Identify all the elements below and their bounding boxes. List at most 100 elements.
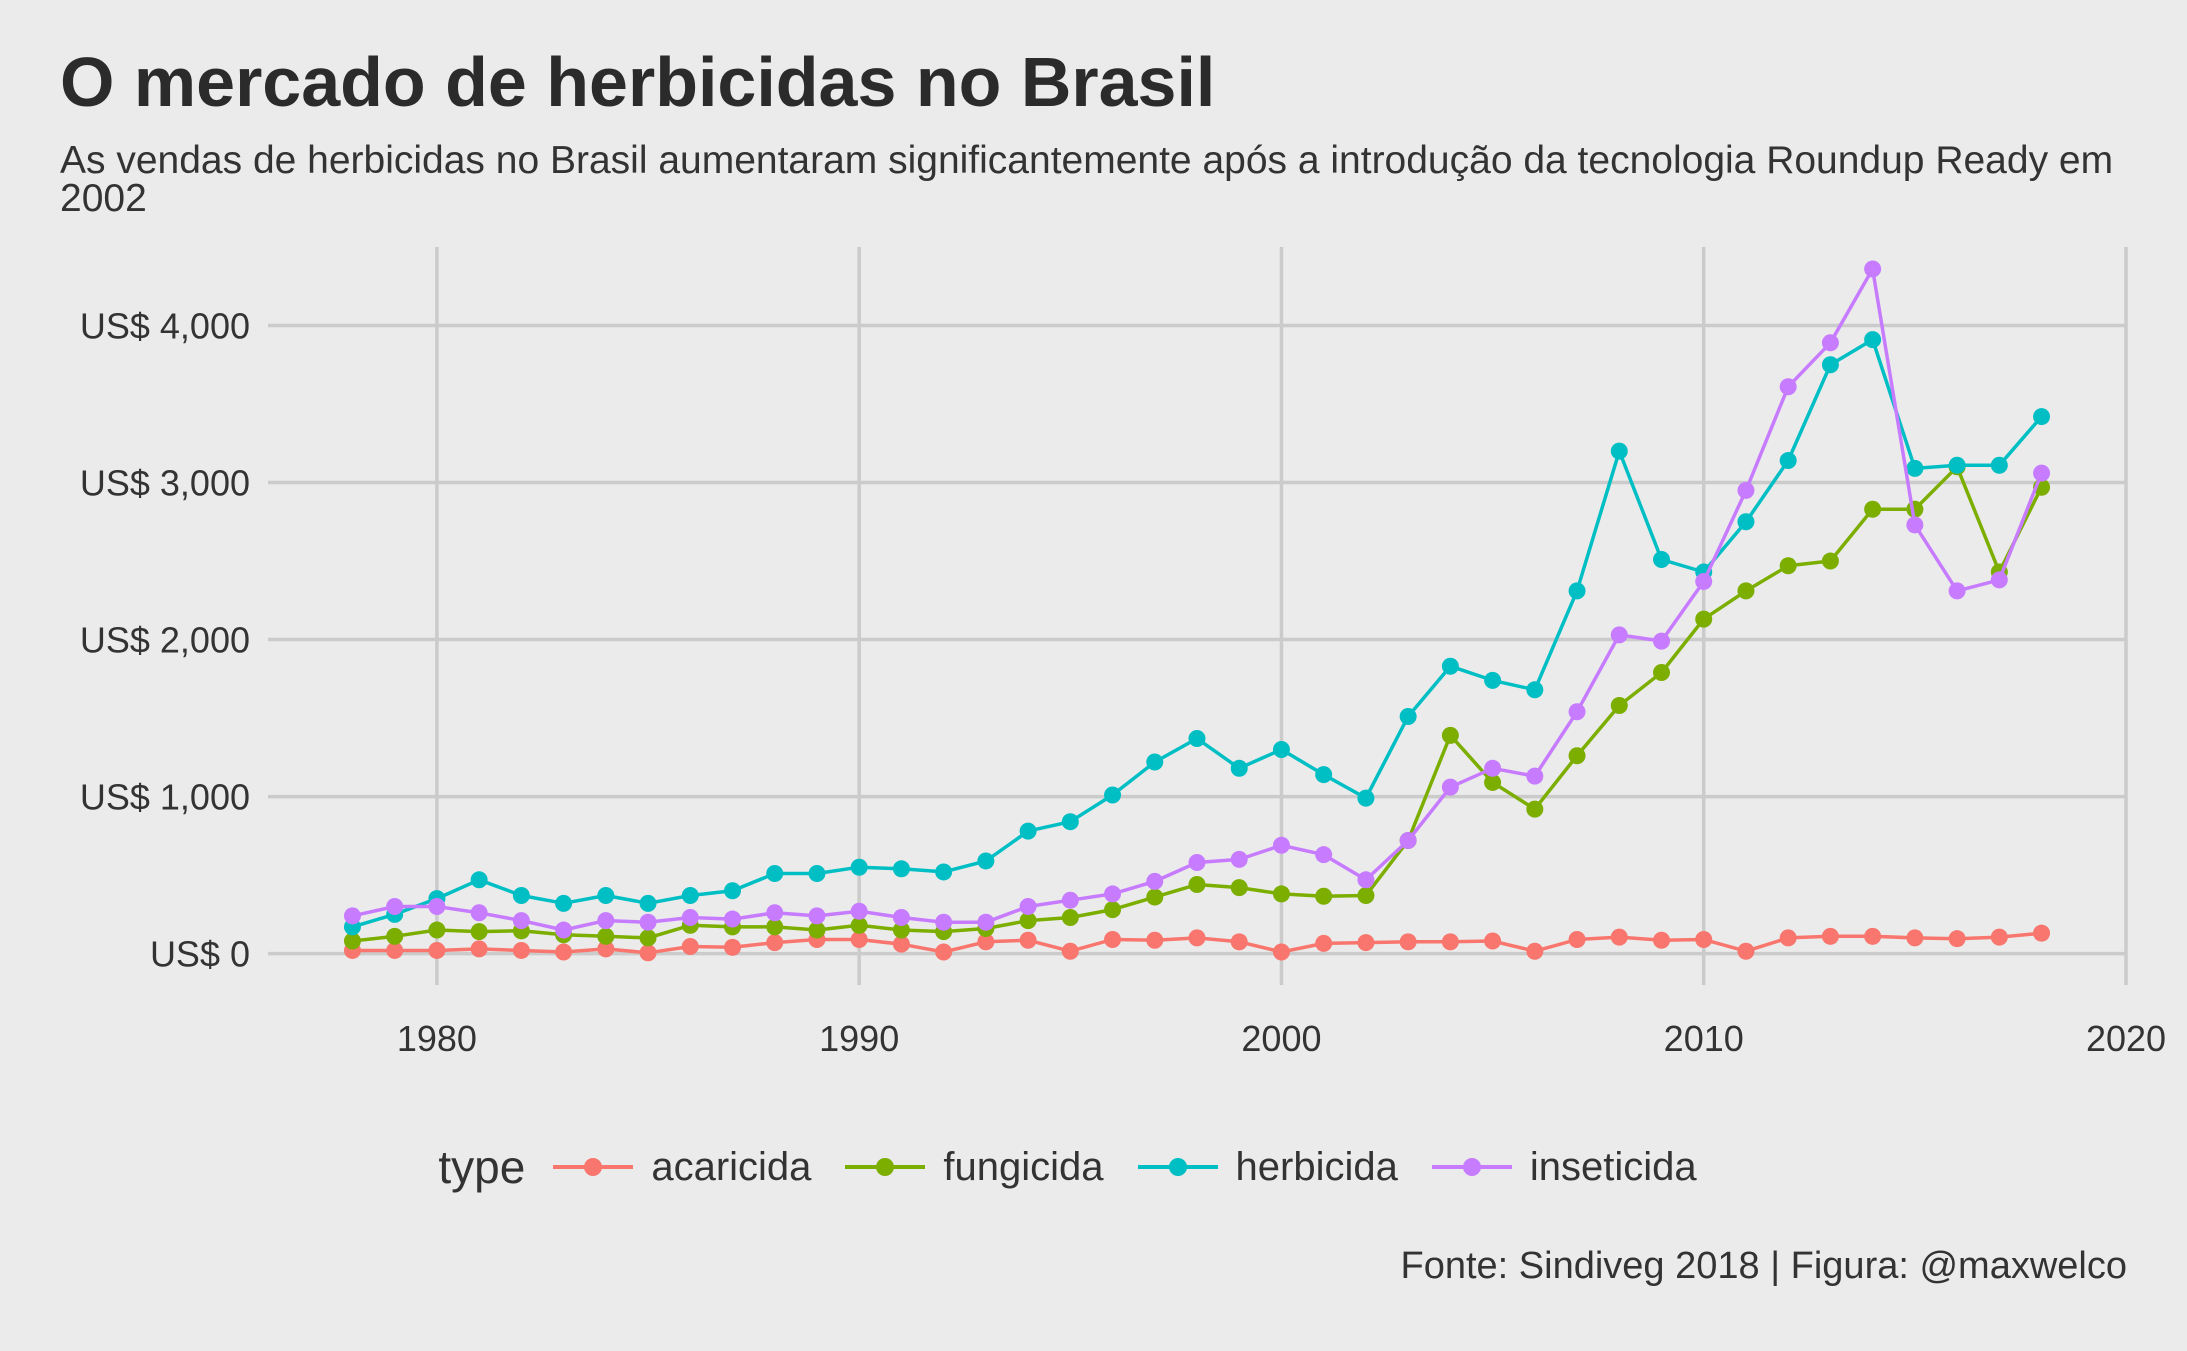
data-point-herbicida	[850, 858, 868, 876]
data-point-fungicida	[639, 929, 657, 947]
data-point-fungicida	[1653, 664, 1670, 682]
data-point-herbicida	[681, 886, 699, 904]
data-point-acaricida	[724, 938, 741, 956]
data-point-acaricida	[892, 935, 910, 953]
data-point-fungicida	[343, 932, 361, 950]
data-point-acaricida	[512, 941, 530, 959]
data-point-acaricida	[1948, 930, 1966, 948]
series-lines	[343, 260, 2051, 962]
data-point-herbicida	[1864, 331, 1882, 349]
data-point-herbicida	[1019, 822, 1037, 840]
data-point-acaricida	[1990, 928, 2008, 946]
data-point-herbicida	[1821, 356, 1839, 374]
data-point-herbicida	[892, 860, 910, 878]
data-point-acaricida	[1230, 933, 1248, 951]
data-point-fungicida	[1230, 879, 1248, 897]
data-point-inseticida	[1188, 854, 1206, 872]
data-point-fungicida	[1526, 800, 1544, 818]
chart-subtitle: As vendas de herbicidas no Brasil aument…	[60, 139, 2114, 220]
data-point-herbicida	[1272, 740, 1290, 758]
data-point-inseticida	[1061, 891, 1079, 909]
data-point-acaricida	[1441, 933, 1459, 951]
y-axis-tick-labels: US$ 0 US$ 1,000 US$ 2,000 US$ 3,000 US$ 4,00…	[80, 306, 250, 975]
legend-key-herbicida	[1137, 1158, 1218, 1176]
data-point-inseticida	[892, 908, 910, 926]
data-point-inseticida	[1272, 836, 1290, 854]
data-point-inseticida	[1315, 846, 1333, 864]
data-point-acaricida	[1484, 932, 1502, 950]
data-point-inseticida	[1019, 897, 1037, 915]
data-point-acaricida	[935, 943, 953, 961]
legend-label-fungicida: fungicida	[943, 1144, 1104, 1189]
x-tick-label: 2000	[1241, 1018, 1321, 1059]
series-herbicida	[343, 331, 2051, 936]
data-point-acaricida	[597, 940, 615, 958]
x-tick-label: 1990	[819, 1018, 899, 1059]
x-tick-label: 2020	[2086, 1018, 2166, 1059]
data-point-herbicida	[512, 886, 530, 904]
data-point-inseticida	[1610, 626, 1628, 644]
x-tick-label: 2010	[1664, 1018, 1744, 1059]
data-point-inseticida	[1821, 334, 1839, 352]
legend-title: type	[438, 1141, 526, 1193]
grid-lines	[268, 247, 2128, 985]
data-point-acaricida	[1526, 942, 1544, 960]
data-point-acaricida	[1315, 934, 1333, 952]
data-point-acaricida	[1779, 929, 1797, 947]
data-point-acaricida	[977, 933, 995, 951]
data-point-fungicida	[1441, 726, 1459, 744]
data-point-herbicida	[1146, 753, 1164, 771]
data-point-acaricida	[1737, 942, 1755, 960]
x-axis-tick-labels: 1980 1990 2000 2010 2020	[397, 1018, 2166, 1059]
data-point-herbicida	[1399, 707, 1417, 725]
chart-title: O mercado de herbicidas no Brasil	[60, 43, 1216, 121]
data-point-inseticida	[1948, 582, 1966, 600]
data-point-inseticida	[597, 912, 615, 930]
data-point-acaricida	[386, 941, 404, 959]
data-point-acaricida	[1610, 928, 1628, 946]
data-point-fungicida	[1315, 887, 1333, 905]
data-point-inseticida	[1737, 481, 1755, 499]
y-tick-label: US$ 1,000	[80, 777, 250, 818]
data-point-herbicida	[1188, 729, 1206, 747]
data-point-herbicida	[1230, 759, 1248, 777]
data-point-inseticida	[555, 921, 573, 939]
data-point-inseticida	[470, 904, 488, 922]
data-point-inseticida	[808, 907, 826, 925]
data-point-acaricida	[850, 930, 868, 948]
legend-key-acaricida	[553, 1158, 634, 1176]
data-point-fungicida	[850, 916, 868, 934]
data-point-acaricida	[1821, 927, 1839, 945]
data-point-fungicida	[1610, 697, 1628, 715]
legend-key-inseticida	[1431, 1158, 1512, 1176]
data-point-fungicida	[470, 923, 488, 941]
data-point-inseticida	[428, 897, 446, 915]
data-point-herbicida	[1484, 671, 1502, 689]
data-point-inseticida	[386, 897, 404, 915]
data-point-acaricida	[1906, 929, 1924, 947]
data-point-fungicida	[1695, 610, 1713, 628]
data-point-inseticida	[850, 902, 868, 920]
data-point-acaricida	[1146, 931, 1164, 949]
data-point-inseticida	[1779, 378, 1797, 396]
data-point-acaricida	[1357, 934, 1375, 952]
data-point-herbicida	[2033, 408, 2051, 426]
data-point-acaricida	[1104, 930, 1122, 948]
data-point-fungicida	[1737, 582, 1755, 600]
legend-key-fungicida	[845, 1158, 926, 1176]
data-point-herbicida	[1104, 786, 1122, 804]
data-point-inseticida	[1146, 872, 1164, 890]
data-point-fungicida	[892, 921, 910, 939]
legend-label-acaricida: acaricida	[651, 1144, 812, 1189]
data-point-herbicida	[1990, 456, 2008, 474]
data-point-inseticida	[1990, 571, 2008, 589]
data-point-inseticida	[766, 904, 784, 922]
data-point-inseticida	[1906, 516, 1924, 534]
data-point-acaricida	[766, 934, 784, 952]
data-point-acaricida	[1695, 930, 1713, 948]
data-point-fungicida	[1568, 747, 1586, 765]
data-point-acaricida	[1568, 930, 1586, 948]
series-line-herbicida	[351, 337, 2043, 929]
data-point-acaricida	[1653, 931, 1670, 949]
